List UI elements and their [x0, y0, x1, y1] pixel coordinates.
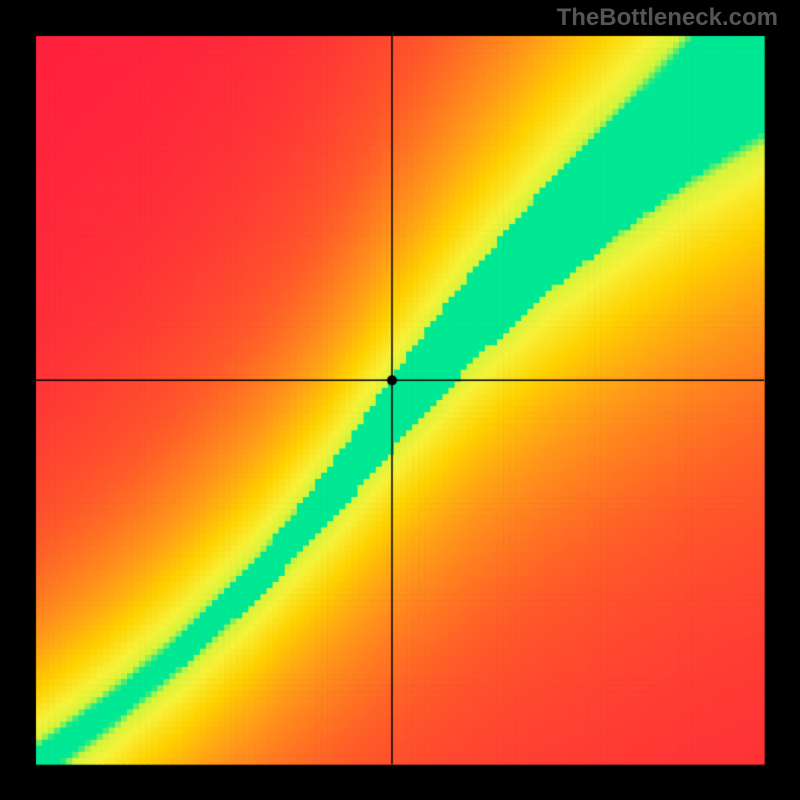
bottleneck-heatmap [0, 0, 800, 800]
watermark-label: TheBottleneck.com [557, 4, 778, 32]
